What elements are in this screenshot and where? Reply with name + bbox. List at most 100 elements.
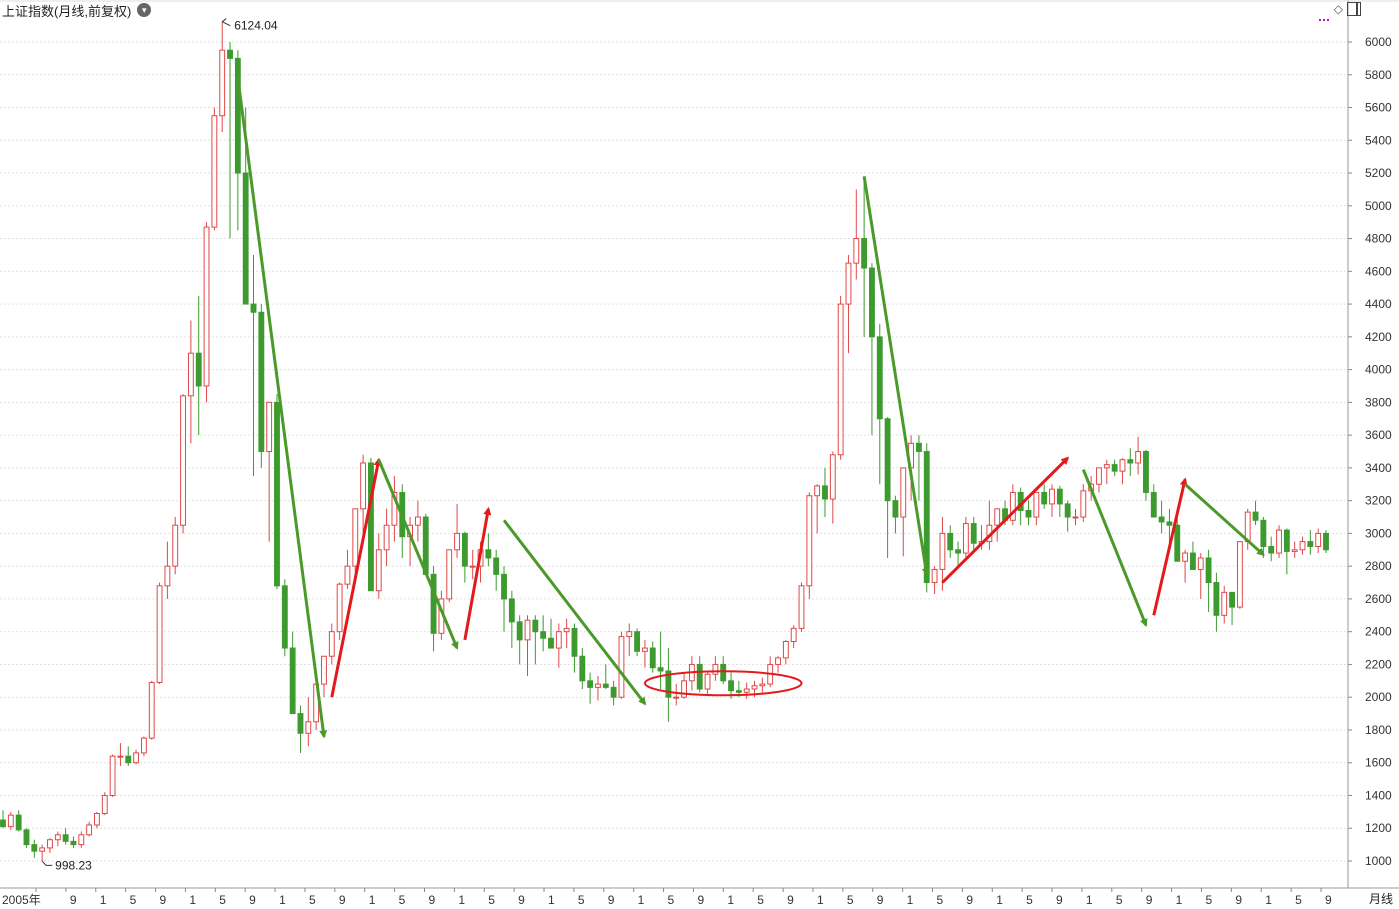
x-tick-label: 5 xyxy=(668,893,675,907)
y-tick-label: 3200 xyxy=(1365,494,1392,508)
x-tick-label: 1 xyxy=(189,893,196,907)
up-arrow xyxy=(463,506,492,641)
x-tick-label: 5 xyxy=(847,893,854,907)
candle-up xyxy=(782,641,789,659)
period-label[interactable]: 月线 xyxy=(1368,892,1393,906)
candle-down xyxy=(884,418,891,502)
candle-down xyxy=(735,690,742,693)
candle-up xyxy=(219,49,226,117)
candle-up xyxy=(266,401,273,452)
candle-down xyxy=(242,172,249,305)
candle-up xyxy=(1276,529,1282,554)
candle-up xyxy=(391,491,398,526)
candle-down xyxy=(876,336,883,420)
down-arrow xyxy=(377,459,459,650)
candle-down xyxy=(665,670,672,698)
candle-up xyxy=(1033,491,1040,518)
window-icon[interactable] xyxy=(1347,2,1361,16)
candle-up xyxy=(814,485,821,497)
x-tick-label: 1 xyxy=(100,893,107,907)
candle-up xyxy=(1049,488,1055,505)
candle-up xyxy=(101,794,108,814)
chevron-down-icon[interactable]: ▾ xyxy=(137,3,152,17)
up-arrow xyxy=(330,457,382,698)
chart-title-bar: 上证指数(月线,前复权) ▾ xyxy=(0,0,1340,20)
x-tick-label: 1 xyxy=(817,893,824,907)
x-tick-label: 1 xyxy=(458,893,465,907)
candle-up xyxy=(446,549,453,600)
candle-down xyxy=(540,631,547,639)
candle-up xyxy=(1009,491,1016,521)
candle-up xyxy=(595,683,601,688)
candle-up xyxy=(673,696,680,699)
candle-down xyxy=(368,462,374,592)
candle-down xyxy=(31,844,38,852)
candle-down xyxy=(1150,491,1157,518)
candle-down xyxy=(227,49,233,59)
candle-up xyxy=(164,565,171,587)
y-tick-label: 4000 xyxy=(1365,363,1392,377)
candle-down xyxy=(281,585,288,649)
candle-down xyxy=(548,637,554,649)
candle-up xyxy=(743,688,750,693)
max-label: 6124.04 xyxy=(234,19,278,33)
candle-up xyxy=(642,647,648,652)
down-arrow xyxy=(1081,468,1148,627)
candle-down xyxy=(947,532,954,551)
candle-down xyxy=(1268,546,1275,554)
min-label: 998.23 xyxy=(55,858,92,872)
candle-up xyxy=(900,467,907,518)
candle-down xyxy=(923,451,930,584)
diamond-icon[interactable]: ◇ xyxy=(1333,2,1343,16)
candle-up xyxy=(172,524,179,567)
candle-up xyxy=(939,532,946,570)
candle-up xyxy=(829,454,836,500)
candle-down xyxy=(485,549,492,559)
candle-up xyxy=(360,462,367,510)
candle-up xyxy=(39,847,46,852)
candle-up xyxy=(712,663,719,675)
candle-up xyxy=(837,303,844,456)
x-tick-label: 1 xyxy=(1176,893,1183,907)
candle-down xyxy=(1229,591,1235,608)
candle-up xyxy=(86,824,93,836)
x-tick-label: 1 xyxy=(548,893,555,907)
x-tick-label: 1 xyxy=(996,893,1003,907)
candle-up xyxy=(1072,516,1079,519)
y-tick-label: 3400 xyxy=(1365,461,1392,475)
x-tick-label: 1 xyxy=(279,893,286,907)
candle-up xyxy=(994,508,1001,526)
candle-down xyxy=(195,352,202,387)
y-tick-label: 3600 xyxy=(1365,428,1392,442)
candle-down xyxy=(1127,459,1134,464)
candle-down xyxy=(1056,488,1063,505)
y-tick-label: 4400 xyxy=(1365,297,1392,311)
x-tick-label: 5 xyxy=(937,893,944,907)
candle-down xyxy=(579,655,586,682)
candle-up xyxy=(54,834,61,841)
candle-down xyxy=(602,683,609,688)
candle-up xyxy=(962,523,969,554)
candle-down xyxy=(0,819,6,828)
candle-up xyxy=(555,631,562,649)
candle-up xyxy=(845,262,852,305)
y-tick-label: 5800 xyxy=(1365,68,1392,82)
x-tick-label: 5 xyxy=(219,893,226,907)
candle-up xyxy=(618,636,625,698)
candle-up xyxy=(1096,467,1102,485)
candle-up xyxy=(798,585,805,629)
candle-down xyxy=(610,686,617,698)
x-tick-label: 9 xyxy=(1325,893,1332,907)
min-pointer xyxy=(41,860,53,866)
candle-down xyxy=(634,631,641,652)
candle-down xyxy=(430,573,437,634)
y-tick-label: 5200 xyxy=(1365,166,1392,180)
candle-down xyxy=(1283,529,1290,552)
x-tick-label: 1 xyxy=(369,893,376,907)
y-tick-label: 5000 xyxy=(1365,199,1392,213)
y-tick-label: 1800 xyxy=(1365,723,1392,737)
candle-up xyxy=(759,683,766,687)
x-tick-label: 9 xyxy=(1056,893,1063,907)
x-tick-label: 5 xyxy=(488,893,495,907)
